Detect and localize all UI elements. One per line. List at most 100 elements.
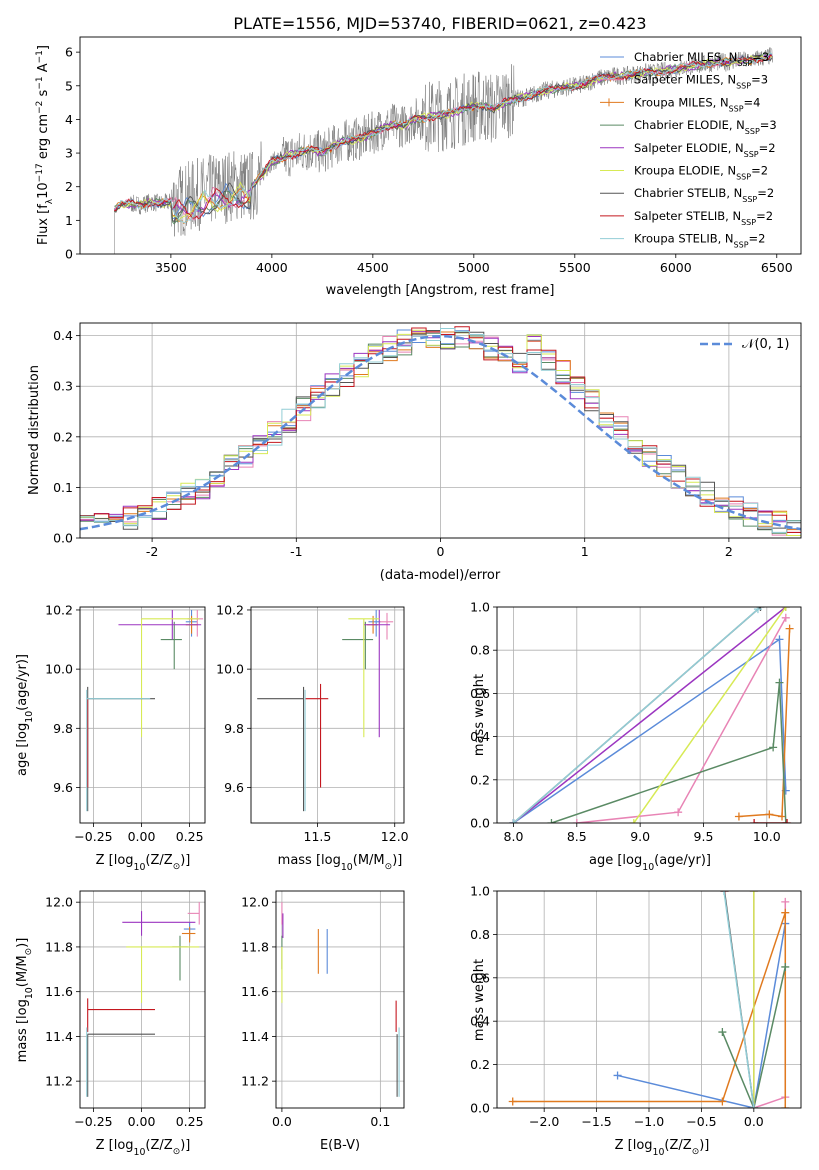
- error-bar-point: [187, 902, 200, 925]
- legend-label: Chabrier MILES, NSSP=3: [634, 50, 769, 68]
- series-marker: [749, 1104, 758, 1108]
- y-tick-label: 11.6: [241, 984, 269, 999]
- y-tick-label: 10.2: [45, 602, 73, 617]
- series-marker: [572, 819, 581, 823]
- x-tick-label: 12.0: [381, 829, 409, 844]
- error-bar-point: [181, 926, 196, 943]
- series-marker: [783, 819, 792, 823]
- gaussian-curve: [80, 334, 801, 531]
- x-tick-label: 0.00: [128, 829, 156, 844]
- y-axis-label: Flux [fλ10−17 erg cm−2 s−1 A−1]: [35, 45, 55, 245]
- series-marker: [613, 1071, 622, 1080]
- y-axis-label: Normed distribution: [27, 365, 42, 495]
- y-tick-label: 4: [65, 112, 73, 127]
- model-spectrum: [114, 52, 773, 224]
- x-tick-label: 8.5: [567, 829, 587, 844]
- y-tick-label: 11.6: [45, 984, 73, 999]
- y-tick-label: 3: [65, 146, 73, 161]
- x-tick-label: 5500: [559, 260, 591, 275]
- series-line: [721, 966, 787, 1108]
- legend-label: Salpeter STELIB, NSSP=2: [634, 209, 773, 227]
- y-tick-label: 11.8: [45, 939, 73, 954]
- axes-frame: [79, 890, 206, 1109]
- panel-weight_vs_age: 8.0 8.5 9.0 9.5 10.0 0.0 0.2 0.4 0.6 0.8 1.0 age [l…: [470, 600, 802, 873]
- y-axis-label: mass [log10(M/M⊙)]: [15, 938, 35, 1063]
- y-axis-label: mass weight: [472, 674, 487, 756]
- x-axis-label: age [log10(age/yr)]: [589, 853, 711, 873]
- y-tick-label: 10.0: [45, 662, 73, 677]
- x-axis-label: E(B-V): [320, 1138, 360, 1153]
- x-tick-label: 0.0: [744, 1114, 764, 1129]
- histogram-step: [80, 328, 801, 533]
- series-marker: [781, 962, 790, 971]
- y-tick-label: 9.6: [53, 780, 73, 795]
- model-spectrum: [114, 55, 773, 223]
- model-spectrum: [113, 54, 772, 216]
- series-line: [551, 682, 787, 823]
- x-tick-label: −0.5: [686, 1114, 716, 1129]
- y-tick-label: 0.0: [470, 816, 490, 831]
- y-tick-label: 0: [65, 247, 73, 262]
- series-marker: [750, 819, 759, 823]
- y-tick-label: 0.2: [470, 1057, 490, 1072]
- y-tick-label: 0.8: [470, 643, 490, 658]
- legend-label: Salpeter MILES, NSSP=3: [634, 73, 768, 91]
- error-bar-point: [305, 683, 329, 788]
- series-marker: [781, 819, 790, 823]
- series-line: [512, 608, 759, 823]
- x-axis-label: wavelength [Angstrom, rest frame]: [326, 283, 555, 298]
- plot-area-age_vs_mass: [257, 609, 394, 812]
- series-marker: [781, 897, 790, 906]
- y-tick-label: 0.8: [470, 927, 490, 942]
- y-tick-label: 11.4: [45, 1029, 73, 1044]
- error-bar-point: [126, 946, 200, 1003]
- y-axis-label: age [log10(age/yr)]: [15, 654, 35, 776]
- error-bar-point: [122, 911, 196, 936]
- y-tick-label: 0.2: [470, 772, 490, 787]
- x-tick-label: 2: [725, 544, 733, 559]
- y-tick-label: 1.0: [470, 600, 490, 615]
- legend: Chabrier MILES, NSSP=3 Salpeter MILES, NS…: [600, 50, 777, 249]
- x-tick-label: 11.5: [304, 829, 332, 844]
- y-tick-label: 9.8: [224, 721, 244, 736]
- y-tick-label: 1.0: [470, 884, 490, 899]
- data-spectrum: [114, 47, 773, 254]
- error-bar-point: [363, 609, 391, 738]
- y-tick-label: 0.6: [470, 686, 490, 701]
- x-tick-label: −0.25: [74, 829, 112, 844]
- legend-label: Kroupa STELIB, NSSP=2: [634, 232, 765, 250]
- panels: 3500 4000 4500 5000 5500 6000 6500 0 1 2 3 4 5 6 wavel…: [15, 36, 802, 1158]
- x-tick-label: 0.00: [128, 1114, 156, 1129]
- y-tick-label: 0.4: [470, 1014, 490, 1029]
- series-marker: [769, 743, 778, 752]
- y-tick-label: 9.8: [53, 721, 73, 736]
- series-marker: [508, 1097, 517, 1106]
- legend-label: Chabrier ELODIE, NSSP=3: [634, 118, 777, 136]
- y-tick-label: 0.2: [53, 429, 73, 444]
- series-marker: [765, 810, 774, 819]
- error-bar-point: [160, 621, 182, 670]
- series-line: [738, 628, 791, 818]
- series-marker: [718, 1097, 727, 1106]
- legend-label: 𝒩(0, 1): [742, 337, 789, 352]
- x-tick-label: 5000: [458, 260, 490, 275]
- panel-spectrum: 3500 4000 4500 5000 5500 6000 6500 0 1 2 3 4 5 6 wavel…: [35, 36, 802, 298]
- error-bar-point: [140, 618, 200, 738]
- y-tick-label: 0.6: [470, 970, 490, 985]
- axes-frame: [79, 36, 802, 255]
- series-marker: [775, 678, 784, 687]
- x-tick-label: −1.0: [634, 1114, 664, 1129]
- x-tick-label: 10.0: [753, 829, 781, 844]
- series-marker: [778, 812, 786, 821]
- plot-area-age_vs_Z: [86, 609, 204, 812]
- y-tick-label: 9.6: [224, 780, 244, 795]
- x-axis-label: Z [log10(Z/Z⊙)]: [615, 1138, 710, 1158]
- series-marker: [674, 808, 683, 817]
- panel-mass_vs_ebv: 0.0 0.1 11.2 11.4 11.6 11.8 12.0 E(B-V): [241, 890, 405, 1153]
- panel-age_vs_mass: 11.5 12.0 9.6 9.8 10.0 10.2 mass [log10(M/M⊙)]: [216, 602, 409, 872]
- y-tick-label: 0.4: [470, 729, 490, 744]
- y-tick-label: 0.0: [470, 1101, 490, 1116]
- series-line: [513, 607, 787, 823]
- x-axis-label: Z [log10(Z/Z⊙)]: [96, 1138, 191, 1158]
